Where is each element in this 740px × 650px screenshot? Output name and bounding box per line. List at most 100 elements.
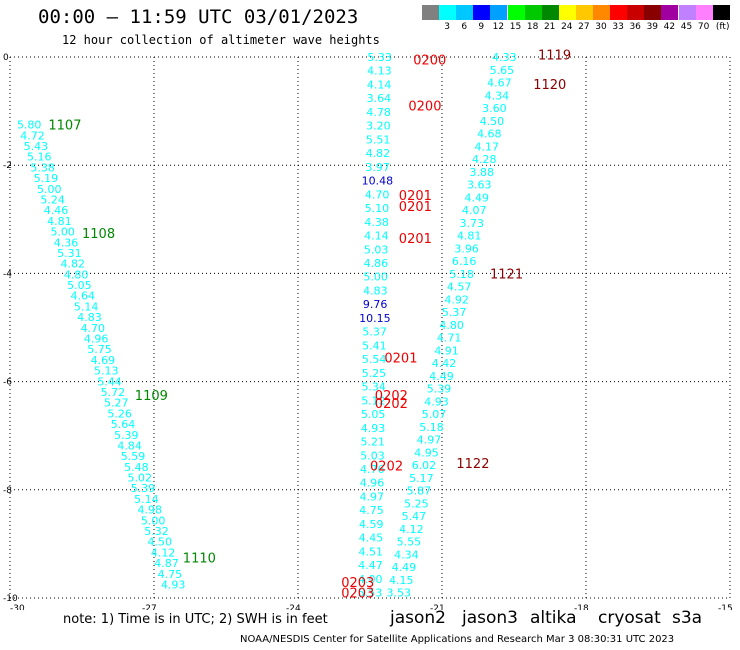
wave-height-point: 5.14 (74, 300, 99, 313)
wave-height-point: 5.00 (363, 271, 388, 284)
color-scale-swatch (627, 5, 645, 20)
wave-height-point: 5.75 (87, 343, 112, 356)
wave-height-point: 3.63 (467, 179, 492, 192)
pass-time-label: 1110 (183, 551, 216, 566)
wave-height-point: 3.96 (454, 242, 479, 255)
pass-time-label: 0202 (370, 459, 403, 474)
color-scale-swatch (456, 5, 474, 20)
wave-height-point: 5.05 (67, 279, 92, 292)
wave-height-point: 4.83 (363, 284, 388, 297)
color-scale-label: 30 (595, 22, 607, 32)
wave-height-point: 4.96 (360, 477, 385, 490)
wave-height-point: 4.87 (154, 557, 179, 570)
wave-height-point: 4.96 (84, 333, 109, 346)
wave-height-point: 5.54 (362, 353, 387, 366)
y-tick-label: -2 (3, 161, 12, 171)
wave-height-point: 3.60 (482, 102, 507, 115)
wave-height-point: 4.28 (472, 153, 497, 166)
x-tick-label: -18 (574, 604, 589, 610)
color-scale-label: 42 (663, 22, 676, 32)
wave-height-point: 5.32 (144, 525, 169, 538)
wave-height-point: 4.34 (394, 548, 419, 561)
wave-height-point: 5.07 (422, 408, 447, 421)
pass-time-label: 0201 (399, 232, 432, 247)
wave-height-point: 4.15 (389, 574, 414, 587)
wave-height-point: 4.91 (434, 344, 459, 357)
color-scale-swatch (712, 5, 730, 20)
wave-height-point: 4.67 (487, 77, 512, 90)
y-tick-label: -8 (3, 486, 12, 496)
color-scale-swatch (678, 5, 696, 20)
wave-height-point: 3.73 (459, 217, 484, 230)
wave-height-map: -30 -27 -24 -21 -18 -150-2-4-6-8-105.804.725.… (3, 48, 733, 610)
wave-height-point: 5.43 (24, 140, 49, 153)
wave-height-point: 5.03 (360, 449, 385, 462)
color-scale-label: 27 (578, 22, 590, 32)
wave-height-point: 3.88 (470, 166, 495, 179)
wave-height-point: 4.36 (54, 236, 79, 249)
pass-time-label: 1119 (538, 48, 571, 63)
satellite-legend-s3a: s3a (672, 608, 703, 628)
color-scale-label: 24 (561, 22, 573, 32)
color-scale-label: 39 (646, 22, 659, 32)
wave-height-point: 4.93 (361, 422, 386, 435)
pass-time-label: 0203 (341, 587, 374, 602)
satellite-legend-cryosat: cryosat (598, 608, 661, 628)
wave-height-point: 5.39 (131, 482, 156, 495)
wave-height-point: 5.26 (107, 407, 132, 420)
color-scale-label: 45 (680, 22, 693, 32)
wave-height-point: 3.64 (367, 92, 392, 105)
color-scale-swatch (575, 5, 593, 20)
wave-height-point: 5.00 (141, 514, 166, 527)
wave-height-point: 5.65 (490, 64, 515, 77)
wave-height-point: 4.75 (158, 568, 183, 581)
color-scale-label: 18 (526, 22, 539, 32)
wave-height-point: 4.92 (444, 293, 469, 306)
wave-height-point: 3.97 (365, 161, 390, 174)
color-scale-swatch (610, 5, 628, 20)
wave-height-point: 5.51 (366, 133, 391, 146)
wave-height-point: 5.25 (362, 367, 387, 380)
wave-height-point: 4.49 (392, 561, 417, 574)
wave-height-point: 4.46 (44, 204, 69, 217)
wave-height-point: 5.00 (50, 226, 75, 239)
wave-height-point: 4.50 (148, 536, 173, 549)
pass-time-label: 0203 (341, 576, 374, 591)
x-tick-label: -21 (430, 604, 445, 610)
wave-height-point: 4.83 (77, 311, 102, 324)
wave-height-point: 5.14 (134, 493, 159, 506)
wave-height-point: 5.37 (362, 326, 387, 339)
pass-time-label: 0201 (399, 200, 432, 215)
wave-height-point: 5.12 (361, 394, 386, 407)
wave-height-point: 4.95 (414, 446, 439, 459)
wave-height-point: 4.51 (358, 545, 383, 558)
wave-height-point: 4.72 (20, 129, 45, 142)
wave-height-point: 4.57 (447, 281, 472, 294)
y-tick-label: 0 (3, 53, 9, 63)
wave-height-point: 4.84 (117, 439, 142, 452)
y-tick-label: -10 (3, 594, 18, 604)
wave-height-point: 5.25 (404, 497, 429, 510)
color-scale-swatch (439, 5, 457, 20)
wave-height-point: 4.12 (151, 546, 176, 559)
color-scale-label: 21 (543, 22, 556, 32)
pass-time-label: 1122 (456, 457, 489, 472)
color-scale-label: 9 (478, 22, 485, 32)
pass-time-label: 0202 (375, 397, 408, 412)
wave-height-point: 4.98 (138, 504, 163, 517)
color-scale-swatch (524, 5, 542, 20)
wave-height-point: 4.81 (457, 230, 482, 243)
color-scale-swatch (473, 5, 491, 20)
wave-height-point: 4.97 (417, 434, 442, 447)
color-scale-swatch (490, 5, 508, 20)
wave-height-point: 4.71 (437, 332, 462, 345)
wave-height-point: 4.70 (81, 322, 106, 335)
wave-height-point: 4.78 (366, 106, 391, 119)
wave-height-point: 5.87 (407, 485, 432, 498)
satellite-legend-jason3: jason3 (462, 608, 518, 628)
wave-height-point: 5.00 (37, 183, 62, 196)
x-tick-label: -15 (718, 604, 733, 610)
color-scale-swatch (558, 5, 576, 20)
wave-height-point: 5.02 (127, 472, 152, 485)
wave-height-point: 4.49 (464, 191, 489, 204)
